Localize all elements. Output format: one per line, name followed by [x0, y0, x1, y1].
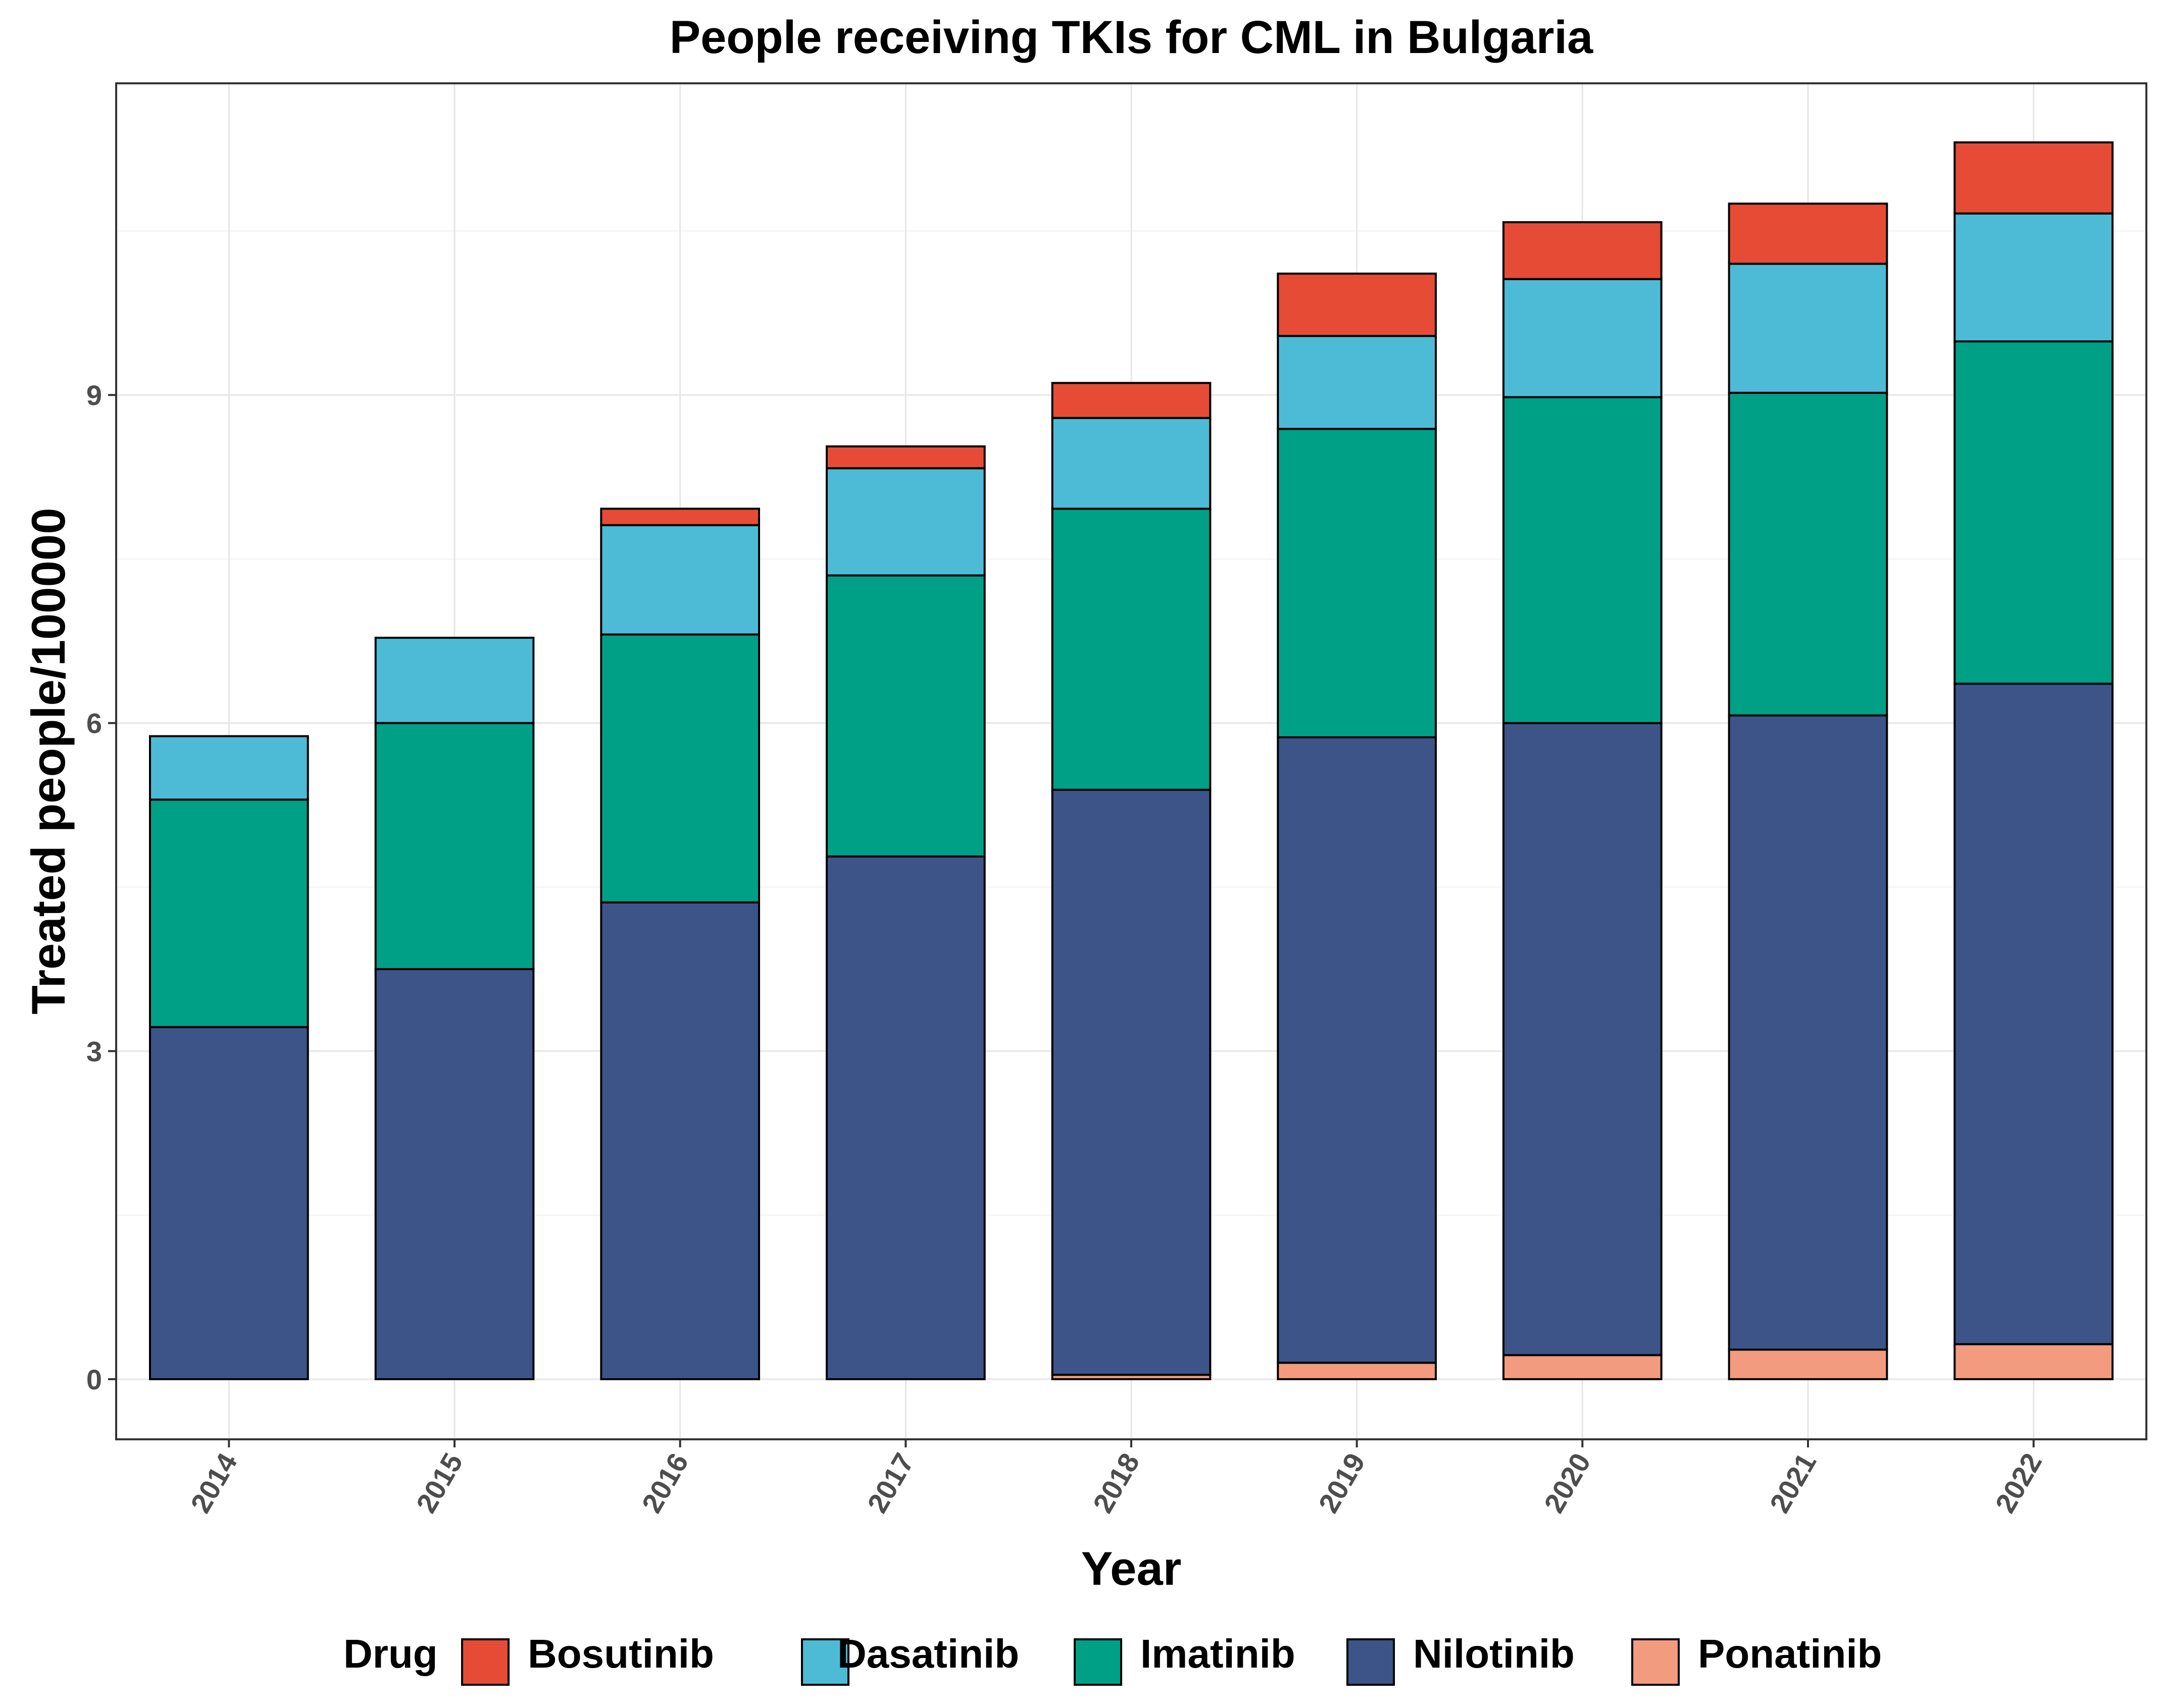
bar-bosutinib-2019	[1277, 272, 1437, 337]
bar-nilotinib-2020	[1502, 722, 1663, 1357]
bar-ponatinib-2021	[1728, 1348, 1888, 1380]
bar-dasatinib-2017	[826, 467, 986, 577]
bar-dasatinib-2014	[149, 735, 309, 801]
y-tick-label: 0	[86, 1364, 102, 1395]
bar-imatinib-2022	[1953, 340, 2114, 685]
bar-imatinib-2018	[1051, 508, 1212, 791]
x-tick-label: 2015	[410, 1448, 469, 1518]
legend-key-bosutinib	[461, 1638, 510, 1686]
bar-imatinib-2014	[149, 798, 309, 1028]
bar-nilotinib-2014	[149, 1026, 309, 1380]
y-tick-label: 9	[86, 379, 102, 411]
bar-imatinib-2016	[600, 633, 761, 903]
bar-dasatinib-2015	[374, 636, 535, 724]
bar-dasatinib-2016	[600, 524, 761, 636]
bar-bosutinib-2018	[1051, 382, 1212, 419]
legend-key-dasatinib	[801, 1638, 849, 1686]
bar-imatinib-2019	[1277, 428, 1437, 738]
bar-imatinib-2015	[374, 722, 535, 970]
legend-label-nilotinib: Nilotinib	[1413, 1631, 1575, 1676]
x-tick-label: 2018	[1087, 1448, 1146, 1518]
bar-dasatinib-2021	[1728, 263, 1888, 394]
bar-bosutinib-2022	[1953, 141, 2114, 215]
bar-dasatinib-2018	[1051, 417, 1212, 510]
bar-ponatinib-2019	[1277, 1362, 1437, 1380]
bar-bosutinib-2016	[600, 508, 761, 526]
bar-imatinib-2017	[826, 574, 986, 858]
bar-nilotinib-2019	[1277, 736, 1437, 1364]
bar-imatinib-2020	[1502, 396, 1663, 724]
bar-nilotinib-2016	[600, 901, 761, 1380]
x-tick-label: 2016	[635, 1448, 694, 1518]
legend-key-nilotinib	[1346, 1638, 1395, 1686]
x-tick-label: 2020	[1538, 1448, 1597, 1518]
bar-bosutinib-2021	[1728, 203, 1888, 265]
legend-title: Drug	[343, 1631, 438, 1676]
bar-dasatinib-2019	[1277, 335, 1437, 430]
bars-layer	[149, 141, 2114, 1380]
x-tick-label: 2021	[1764, 1448, 1823, 1518]
bar-bosutinib-2020	[1502, 221, 1663, 280]
x-tick-label: 2017	[861, 1448, 920, 1518]
x-axis: 2014 2015 2016 2017 2018 2019 2020 2021 2022	[184, 1439, 2048, 1518]
chart-title: People receiving TKIs for CML in Bulgari…	[670, 12, 1593, 63]
y-axis-title: Treated people/100000	[22, 508, 75, 1014]
x-tick-label: 2014	[184, 1448, 243, 1518]
x-tick-label: 2022	[1989, 1448, 2048, 1518]
legend-label-ponatinib: Ponatinib	[1698, 1631, 1882, 1676]
bar-dasatinib-2020	[1502, 278, 1663, 398]
bar-ponatinib-2020	[1502, 1354, 1663, 1380]
legend-key-imatinib	[1074, 1638, 1122, 1686]
bar-nilotinib-2021	[1728, 714, 1888, 1351]
legend-label-imatinib: Imatinib	[1140, 1631, 1295, 1676]
bar-nilotinib-2015	[374, 968, 535, 1380]
legend-label-dasatinib: Dasatinib	[837, 1631, 1019, 1676]
legend-label-bosutinib: Bosutinib	[528, 1631, 714, 1676]
legend: Drug Bosutinib Dasatinib Imatinib Nilotinib P…	[343, 1631, 1882, 1686]
x-axis-title: Year	[1081, 1542, 1182, 1595]
bar-nilotinib-2022	[1953, 682, 2114, 1345]
bar-imatinib-2021	[1728, 391, 1888, 717]
bar-dasatinib-2022	[1953, 212, 2114, 343]
legend-key-ponatinib	[1631, 1638, 1680, 1686]
y-tick-label: 3	[86, 1035, 102, 1067]
bar-nilotinib-2017	[826, 855, 986, 1380]
bar-ponatinib-2022	[1953, 1343, 2114, 1380]
bar-nilotinib-2018	[1051, 788, 1212, 1376]
y-axis: 0 3 6 9	[86, 379, 116, 1395]
y-tick-label: 6	[86, 708, 102, 739]
bar-bosutinib-2017	[826, 445, 986, 470]
x-tick-label: 2019	[1312, 1448, 1371, 1518]
